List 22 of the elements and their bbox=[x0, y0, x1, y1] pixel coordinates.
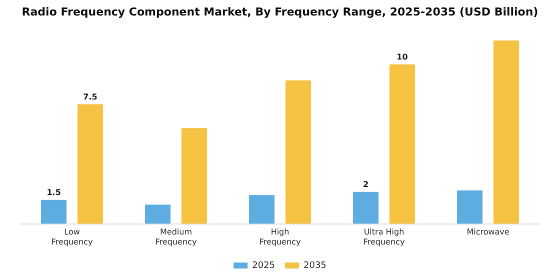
bar bbox=[389, 64, 415, 224]
bar bbox=[77, 104, 103, 224]
legend-label: 2025 bbox=[252, 260, 275, 271]
bar bbox=[353, 192, 379, 224]
x-tick-label: High Frequency bbox=[259, 228, 301, 246]
bar bbox=[181, 128, 207, 224]
data-label: 2 bbox=[363, 180, 369, 190]
bar bbox=[285, 80, 311, 224]
x-tick-label: Medium Frequency bbox=[155, 228, 197, 246]
x-tick-label: Low Frequency bbox=[51, 228, 93, 246]
bar bbox=[145, 204, 171, 224]
data-label: 10 bbox=[396, 52, 408, 62]
chart-title: Radio Frequency Component Market, By Frequency Range, 2025-2035 (USD Billion) bbox=[22, 5, 538, 18]
bar bbox=[249, 195, 275, 224]
bar bbox=[41, 200, 67, 224]
x-tick-label: Microwave bbox=[466, 228, 510, 237]
bar bbox=[457, 190, 483, 224]
bar bbox=[493, 40, 519, 224]
x-tick-label: Ultra High Frequency bbox=[363, 228, 405, 246]
data-label: 1.5 bbox=[46, 188, 62, 197]
legend-label: 2035 bbox=[304, 260, 326, 271]
data-label: 7.5 bbox=[83, 92, 98, 102]
